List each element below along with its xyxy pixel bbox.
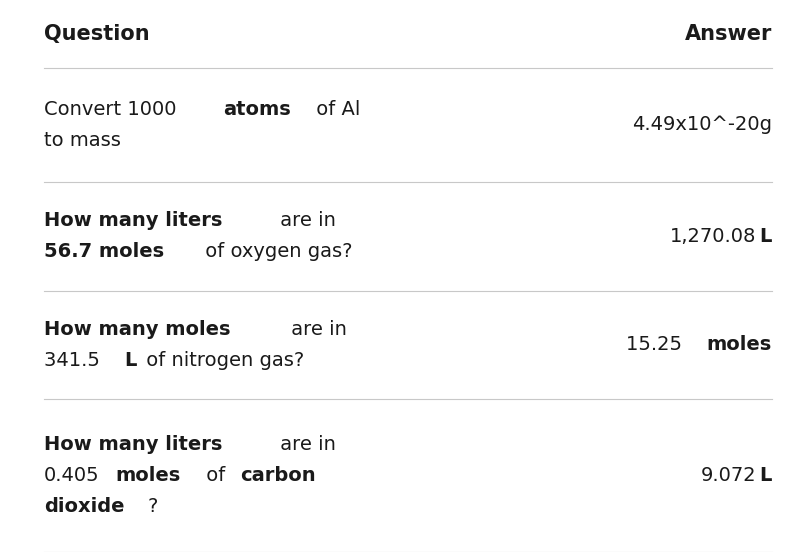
Text: 4.49x10^-20g: 4.49x10^-20g — [632, 115, 772, 134]
Text: moles: moles — [706, 336, 772, 354]
Text: 1,270.08: 1,270.08 — [670, 227, 756, 246]
Text: L: L — [124, 351, 137, 370]
Text: 341.5: 341.5 — [44, 351, 106, 370]
Text: carbon: carbon — [241, 466, 316, 485]
Text: L: L — [760, 466, 772, 485]
Text: Answer: Answer — [685, 24, 772, 44]
Text: L: L — [760, 227, 772, 246]
Text: ?: ? — [148, 497, 158, 516]
Text: moles: moles — [116, 466, 181, 485]
Text: of Al: of Al — [310, 100, 361, 119]
Text: 56.7 moles: 56.7 moles — [44, 242, 164, 262]
Text: Question: Question — [44, 24, 150, 44]
Text: are in: are in — [285, 320, 346, 339]
Text: of nitrogen gas?: of nitrogen gas? — [140, 351, 304, 370]
Text: dioxide: dioxide — [44, 497, 125, 516]
Text: of: of — [200, 466, 231, 485]
Text: to mass: to mass — [44, 131, 121, 150]
Text: How many moles: How many moles — [44, 320, 230, 339]
Text: How many liters: How many liters — [44, 435, 222, 454]
Text: 15.25: 15.25 — [626, 336, 688, 354]
Text: atoms: atoms — [223, 100, 290, 119]
Text: 0.405: 0.405 — [44, 466, 100, 485]
Text: of oxygen gas?: of oxygen gas? — [199, 242, 353, 262]
Text: How many liters: How many liters — [44, 211, 222, 230]
Text: 9.072: 9.072 — [701, 466, 756, 485]
Text: are in: are in — [274, 211, 336, 230]
Text: Convert 1000: Convert 1000 — [44, 100, 182, 119]
Text: are in: are in — [274, 435, 336, 454]
